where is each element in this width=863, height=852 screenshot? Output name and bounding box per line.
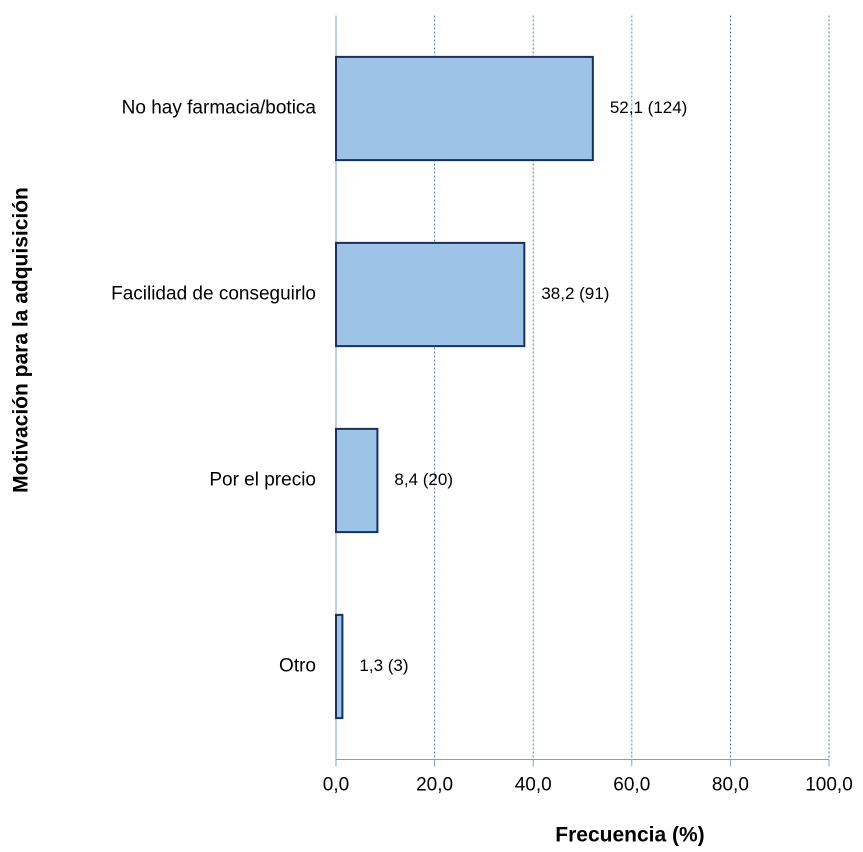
y-axis-title: Motivación para la adquisición [10, 187, 33, 493]
bar [335, 427, 379, 534]
y-tick-label: No hay farmacia/botica [122, 98, 317, 119]
x-tick-label: 80,0 [712, 775, 749, 796]
data-label: 8,4 (20) [394, 470, 453, 489]
x-tick-label: 60,0 [613, 775, 650, 796]
data-label: 38,2 (91) [541, 284, 609, 303]
data-label: 1,3 (3) [359, 656, 408, 675]
bar [335, 241, 526, 348]
y-tick-label: Otro [279, 656, 316, 677]
x-tick-label: 100,0 [805, 775, 853, 796]
y-tick-label: Por el precio [209, 470, 316, 491]
bar [335, 613, 344, 720]
bar [335, 55, 594, 162]
x-axis-title: Frecuencia (%) [555, 824, 704, 847]
data-label: 52,1 (124) [610, 98, 688, 117]
x-tick-label: 40,0 [515, 775, 552, 796]
x-tick-label: 0,0 [323, 775, 349, 796]
y-tick-label: Facilidad de conseguirlo [111, 284, 316, 305]
x-tick-label: 20,0 [416, 775, 453, 796]
